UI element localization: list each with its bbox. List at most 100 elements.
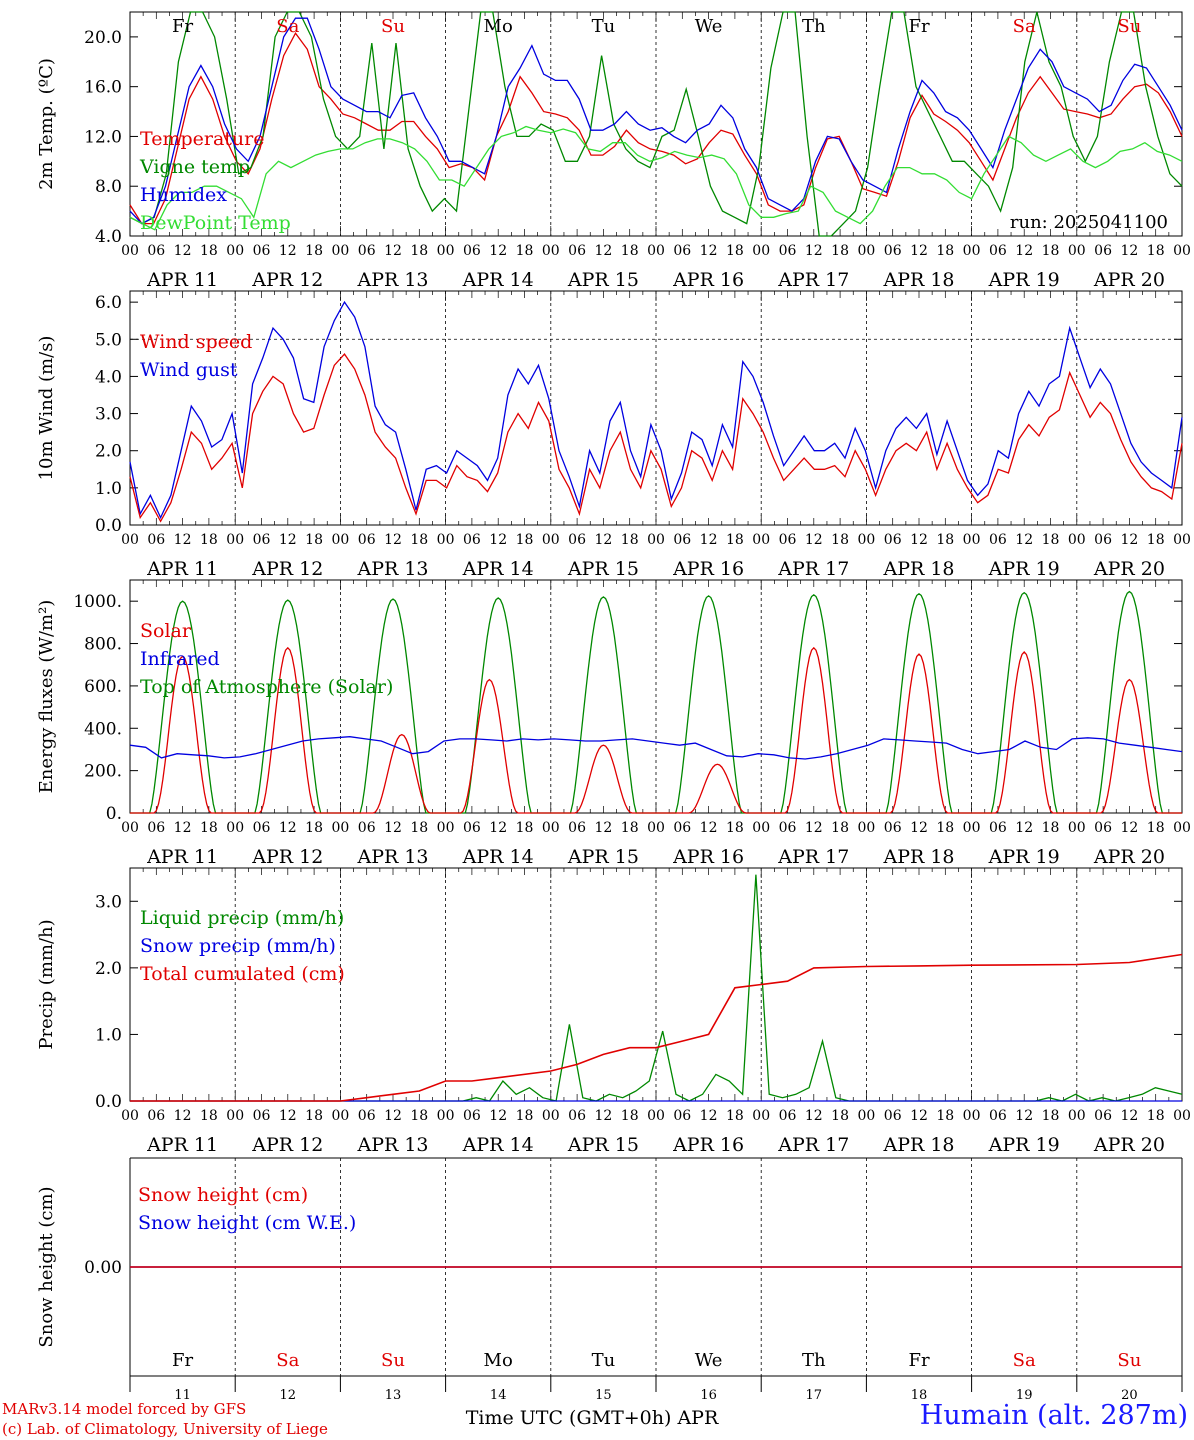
- x-date-label: APR 17: [777, 1134, 849, 1156]
- x-hour-label: 06: [673, 243, 691, 259]
- x-hour-label: 18: [726, 243, 744, 259]
- x-hour-label: 06: [147, 243, 165, 259]
- legend-entry: Wind speed: [140, 331, 252, 353]
- x-date-label: APR 16: [672, 558, 744, 580]
- x-hour-label: 00: [857, 243, 875, 259]
- day-name-label: Th: [802, 16, 826, 37]
- x-hour-label: 12: [489, 532, 507, 548]
- legend-entry: Vigne temp: [139, 156, 250, 178]
- day-number-label: 12: [280, 1388, 297, 1403]
- x-hour-label: 18: [936, 1108, 954, 1124]
- x-hour-label: 18: [200, 243, 218, 259]
- x-hour-label: 00: [1068, 532, 1086, 548]
- x-hour-label: 06: [568, 1108, 586, 1124]
- x-hour-label: 18: [621, 1108, 639, 1124]
- y-tick-label: 12.0: [84, 127, 122, 147]
- y-tick-label: 800.: [84, 635, 122, 655]
- x-hour-label: 12: [174, 1108, 192, 1124]
- x-hour-label: 06: [463, 532, 481, 548]
- x-hour-label: 12: [384, 820, 402, 836]
- panel-frame: [129, 11, 1183, 237]
- x-hour-label: 18: [200, 820, 218, 836]
- day-name-label: Sa: [1013, 1350, 1036, 1371]
- x-date-label: APR 18: [882, 558, 954, 580]
- x-hour-label: 12: [700, 243, 718, 259]
- x-hour-label: 00: [331, 243, 349, 259]
- x-hour-label: 00: [1173, 243, 1191, 259]
- x-hour-label: 12: [910, 243, 928, 259]
- x-hour-label: 06: [1094, 820, 1112, 836]
- x-date-label: APR 11: [146, 269, 218, 291]
- x-hour-label: 00: [542, 820, 560, 836]
- x-date-label: APR 19: [988, 1134, 1060, 1156]
- day-name-label: Fr: [908, 16, 929, 37]
- series-line: [129, 17, 1183, 225]
- x-date-label: APR 18: [882, 846, 954, 868]
- y-tick-label: 4.0: [95, 367, 122, 387]
- x-hour-label: 06: [779, 820, 797, 836]
- x-hour-label: 18: [1147, 243, 1165, 259]
- x-hour-label: 06: [568, 820, 586, 836]
- day-name-label: Th: [802, 1350, 826, 1371]
- series-line: [130, 953, 1183, 1102]
- x-hour-label: 06: [463, 820, 481, 836]
- x-hour-label: 06: [253, 243, 271, 259]
- x-hour-label: 00: [1068, 820, 1086, 836]
- day-name-label: Fr: [172, 1350, 193, 1371]
- x-date-label: APR 13: [356, 846, 428, 868]
- x-hour-label: 18: [305, 820, 323, 836]
- day-number-label: 11: [174, 1388, 191, 1403]
- y-axis-label: Precip (mm/h): [36, 919, 57, 1049]
- x-hour-label: 06: [989, 243, 1007, 259]
- x-hour-label: 06: [673, 532, 691, 548]
- x-hour-label: 06: [463, 1108, 481, 1124]
- x-hour-label: 18: [305, 532, 323, 548]
- x-date-label: APR 17: [777, 558, 849, 580]
- x-hour-label: 00: [437, 1108, 455, 1124]
- x-hour-label: 00: [647, 532, 665, 548]
- x-hour-label: 06: [779, 532, 797, 548]
- x-hour-label: 18: [410, 243, 428, 259]
- y-tick-label: 0.0: [95, 1092, 122, 1112]
- day-number-label: 19: [1016, 1388, 1033, 1403]
- x-date-label: APR 13: [356, 558, 428, 580]
- x-date-label: APR 16: [672, 846, 744, 868]
- x-date-label: APR 17: [777, 846, 849, 868]
- x-hour-label: 12: [700, 532, 718, 548]
- x-hour-label: 00: [752, 243, 770, 259]
- y-axis-label: 2m Temp. (ºC): [36, 58, 57, 190]
- x-hour-label: 12: [279, 243, 297, 259]
- x-hour-label: 12: [489, 1108, 507, 1124]
- x-hour-label: 18: [831, 820, 849, 836]
- x-hour-label: 00: [226, 820, 244, 836]
- y-tick-label: 20.0: [84, 28, 122, 48]
- x-date-label: APR 14: [462, 846, 534, 868]
- y-axis-label: Energy fluxes (W/m²): [36, 600, 57, 794]
- x-hour-label: 00: [226, 1108, 244, 1124]
- x-hour-label: 06: [884, 820, 902, 836]
- series-line: [129, 353, 1183, 523]
- x-hour-label: 06: [673, 820, 691, 836]
- day-name-label: Su: [1117, 16, 1141, 37]
- x-date-label: APR 12: [251, 269, 323, 291]
- x-hour-label: 12: [1120, 820, 1138, 836]
- x-hour-label: 00: [647, 243, 665, 259]
- x-hour-label: 12: [910, 532, 928, 548]
- y-tick-label: 3.0: [95, 892, 122, 912]
- x-hour-label: 06: [1094, 532, 1112, 548]
- x-hour-label: 18: [516, 243, 534, 259]
- x-hour-label: 18: [516, 532, 534, 548]
- x-date-label: APR 15: [567, 1134, 639, 1156]
- legend-entry: Wind gust: [140, 359, 238, 381]
- x-hour-label: 00: [963, 532, 981, 548]
- x-hour-label: 12: [279, 532, 297, 548]
- x-hour-label: 06: [147, 532, 165, 548]
- day-name-label: Sa: [1013, 16, 1036, 37]
- x-hour-label: 00: [857, 1108, 875, 1124]
- y-tick-label: 600.: [84, 677, 122, 697]
- x-hour-label: 12: [700, 820, 718, 836]
- x-date-label: APR 16: [672, 269, 744, 291]
- y-tick-label: 0.00: [84, 1258, 122, 1278]
- x-hour-label: 18: [621, 243, 639, 259]
- x-hour-label: 00: [121, 1108, 139, 1124]
